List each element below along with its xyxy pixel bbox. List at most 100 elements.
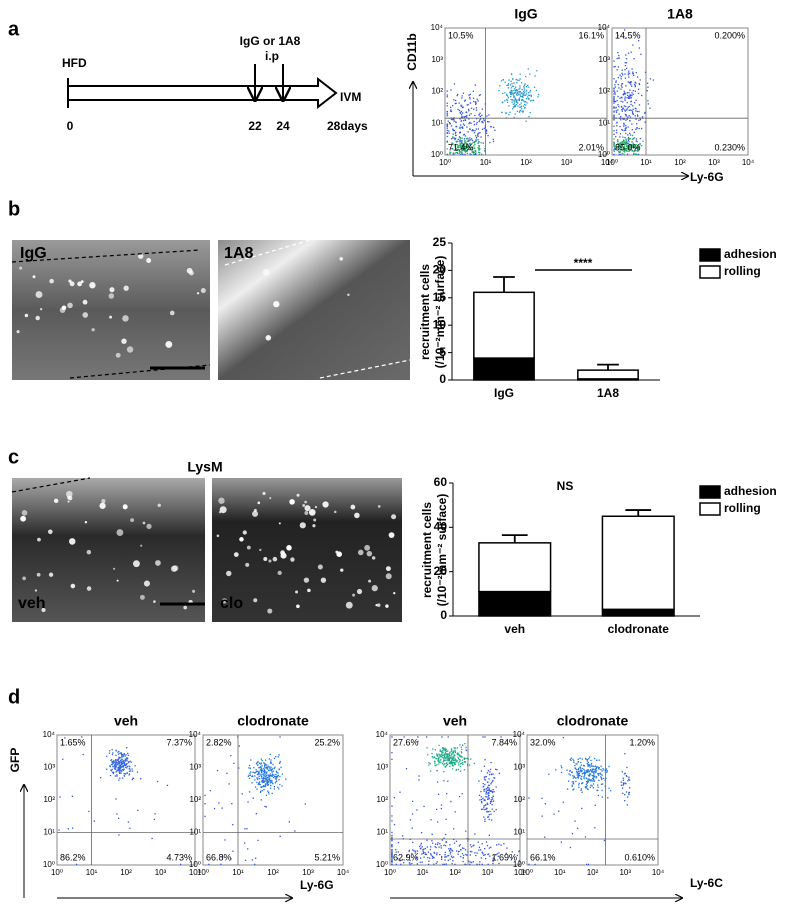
event-dot — [595, 759, 598, 762]
plot-title: clodronate — [557, 713, 629, 729]
event-dot — [487, 853, 489, 856]
x-tick-label: 10² — [674, 158, 686, 167]
event-dot — [285, 778, 287, 780]
event-dot — [125, 764, 127, 766]
event-dot — [461, 793, 463, 795]
event-dot — [481, 863, 483, 865]
event-dot — [254, 863, 256, 865]
event-dot — [619, 74, 621, 76]
event-dot — [118, 834, 120, 836]
event-dot — [112, 772, 115, 775]
event-dot — [465, 150, 467, 153]
event-dot — [617, 145, 620, 148]
event-dot — [492, 138, 494, 141]
event-dot — [440, 804, 443, 806]
cell-spot — [86, 586, 92, 591]
event-dot — [636, 153, 638, 156]
event-dot — [450, 757, 452, 759]
event-dot — [490, 813, 492, 815]
event-dot — [528, 94, 530, 96]
event-dot — [458, 152, 461, 155]
event-dot — [485, 130, 488, 132]
event-dot — [577, 777, 579, 779]
event-dot — [457, 108, 459, 111]
event-dot — [471, 139, 474, 142]
event-dot — [257, 764, 259, 766]
event-dot — [486, 845, 489, 847]
event-dot — [620, 115, 622, 118]
event-dot — [541, 797, 543, 799]
event-dot — [265, 780, 267, 783]
event-dot — [617, 95, 619, 98]
event-dot — [391, 820, 393, 822]
event-dot — [456, 140, 458, 142]
event-dot — [517, 99, 519, 101]
event-dot — [489, 790, 492, 792]
event-dot — [408, 850, 410, 853]
event-dot — [623, 146, 625, 148]
event-dot — [454, 747, 457, 749]
y-tick-label: 10¹ — [431, 118, 443, 127]
event-dot — [416, 863, 419, 865]
event-dot — [475, 102, 477, 105]
event-dot — [450, 125, 453, 127]
event-dot — [458, 145, 460, 147]
bar-segment — [478, 542, 552, 593]
event-dot — [474, 143, 476, 145]
cell-spot — [216, 534, 220, 538]
event-dot — [637, 146, 639, 148]
event-dot — [108, 752, 111, 754]
event-dot — [481, 128, 484, 130]
x-tick-label: 10⁰ — [521, 868, 533, 877]
cell-spot — [226, 570, 232, 577]
event-dot — [451, 768, 454, 770]
event-dot — [449, 752, 451, 754]
event-dot — [257, 782, 260, 785]
event-dot — [529, 91, 531, 93]
event-dot — [629, 787, 631, 789]
event-dot — [462, 147, 465, 149]
event-dot — [270, 784, 272, 787]
event-dot — [638, 110, 640, 113]
event-dot — [436, 781, 439, 783]
event-dot — [464, 135, 467, 137]
event-dot — [258, 767, 260, 769]
event-dot — [644, 112, 646, 114]
event-dot — [600, 773, 602, 776]
event-dot — [572, 781, 575, 783]
event-dot — [118, 771, 121, 773]
event-dot — [572, 777, 574, 779]
event-dot — [627, 97, 630, 100]
cell-spot — [364, 544, 371, 551]
event-dot — [520, 108, 523, 110]
event-dot — [462, 123, 465, 125]
event-dot — [484, 788, 486, 791]
event-dot — [120, 753, 123, 756]
event-dot — [525, 104, 527, 106]
event-dot — [262, 773, 264, 775]
micrograph — [12, 240, 210, 380]
event-dot — [632, 138, 635, 140]
event-dot — [277, 774, 280, 777]
y-tick-label: 10⁴ — [431, 23, 444, 32]
event-dot — [631, 123, 633, 125]
event-dot — [253, 772, 256, 774]
event-dot — [579, 766, 581, 768]
event-dot — [422, 850, 424, 852]
event-dot — [466, 104, 468, 106]
event-dot — [446, 153, 448, 156]
event-dot — [462, 149, 464, 151]
event-dot — [620, 100, 622, 102]
event-dot — [521, 110, 523, 112]
event-dot — [454, 863, 456, 865]
event-dot — [121, 753, 124, 756]
event-dot — [615, 107, 617, 109]
event-dot — [115, 768, 117, 771]
event-dot — [441, 750, 443, 752]
event-dot — [607, 797, 609, 799]
event-dot — [592, 778, 594, 780]
event-dot — [459, 138, 461, 140]
cell-spot — [368, 579, 372, 583]
event-dot — [461, 142, 463, 145]
event-dot — [644, 121, 646, 123]
